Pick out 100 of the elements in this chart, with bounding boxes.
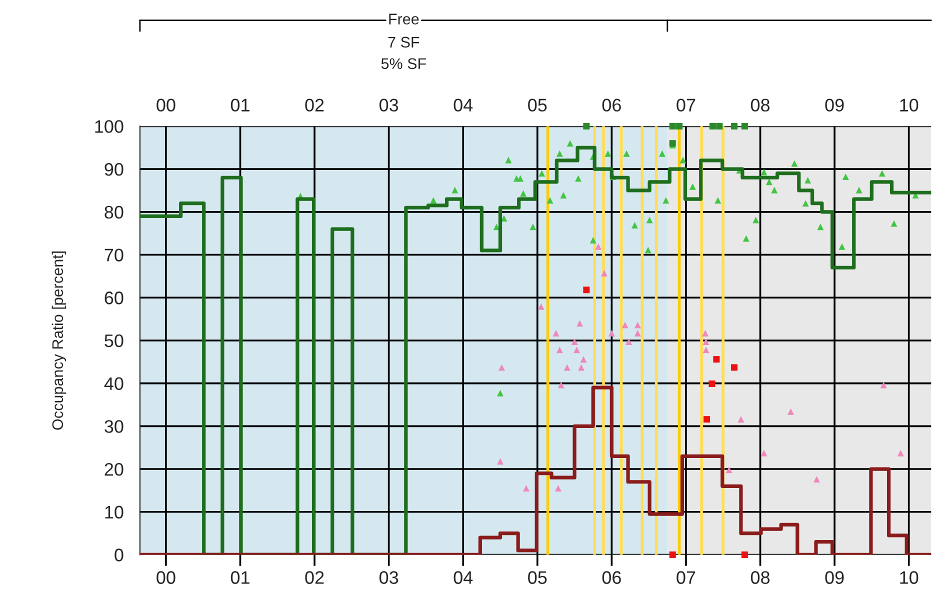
y-tick-label: 30 (104, 420, 124, 433)
x2-tick-label: 08 (750, 571, 770, 584)
x2-tick-label: 04 (454, 571, 473, 584)
point (623, 150, 630, 157)
point (766, 178, 772, 186)
y-tick-label: 100 (95, 120, 124, 133)
point (741, 122, 748, 130)
point (804, 176, 812, 184)
point (838, 243, 846, 250)
point (680, 156, 686, 164)
x-tick-label: 03 (379, 98, 398, 112)
point (817, 224, 824, 230)
point (669, 551, 676, 558)
point (752, 216, 760, 224)
point (731, 122, 738, 130)
point (708, 380, 716, 388)
point (731, 364, 738, 371)
x-tick-label: 05 (528, 98, 547, 112)
point (856, 186, 862, 194)
point (702, 346, 710, 354)
x-tick-label: 04 (454, 98, 473, 112)
x-tick-label: 10 (900, 98, 918, 112)
point (538, 303, 544, 310)
point (608, 330, 615, 336)
x2-tick-label: 09 (825, 571, 844, 584)
point (496, 390, 504, 396)
x2-tick-label: 10 (900, 571, 918, 584)
point (595, 243, 602, 250)
x2-tick-label: 01 (230, 571, 250, 584)
point (702, 330, 709, 336)
point (622, 322, 628, 328)
point (709, 122, 716, 130)
point (689, 183, 696, 190)
point (556, 346, 563, 354)
point (897, 450, 904, 456)
y-tick-label: 50 (104, 334, 124, 348)
point (571, 338, 578, 346)
point (626, 338, 632, 346)
x-tick-label: 01 (230, 98, 250, 112)
x2-tick-label: 03 (379, 571, 398, 584)
point (564, 364, 570, 371)
point (738, 416, 744, 423)
text: 7 SF (388, 36, 420, 48)
point (583, 122, 590, 130)
point (517, 175, 524, 182)
point (520, 190, 527, 197)
point (644, 246, 652, 254)
point (802, 200, 809, 207)
point (558, 382, 564, 388)
point (560, 192, 567, 198)
point (631, 222, 638, 228)
point (658, 150, 666, 157)
point (669, 122, 676, 130)
y-tick-label: 40 (104, 377, 124, 390)
point (760, 168, 768, 176)
x2-tick-label: 06 (602, 571, 621, 584)
x2-tick-label: 05 (528, 571, 547, 584)
point (576, 320, 583, 327)
point (452, 186, 458, 194)
point (714, 197, 722, 204)
point (556, 150, 563, 157)
y-tick-label: 20 (104, 462, 124, 476)
point (590, 236, 596, 244)
point (554, 485, 562, 492)
point (880, 382, 887, 388)
point (574, 346, 580, 354)
point (430, 197, 437, 204)
point (713, 356, 720, 363)
point (604, 150, 612, 157)
point (505, 156, 512, 164)
point (538, 170, 546, 177)
y-tick-label: 60 (104, 292, 124, 304)
point (742, 235, 750, 242)
point (760, 450, 768, 456)
text: Free (389, 14, 419, 24)
point (702, 338, 710, 346)
point (523, 485, 530, 492)
y-tick-label: 0 (114, 548, 124, 562)
point (878, 170, 886, 177)
point (634, 322, 641, 328)
text: 5% SF (381, 58, 426, 70)
x-tick-label: 02 (305, 98, 324, 112)
point (583, 286, 590, 294)
point (496, 458, 504, 465)
y-tick-label: 10 (105, 506, 124, 519)
point (646, 216, 653, 224)
point (530, 224, 536, 230)
point (552, 330, 560, 336)
point (791, 160, 798, 167)
point (578, 364, 584, 371)
y-tick-label: 80 (104, 206, 124, 219)
x-tick-label: 00 (156, 98, 176, 112)
x2-tick-label: 00 (156, 571, 176, 584)
y-axis-title: Occupancy Ratio [percent] (52, 252, 66, 430)
point (842, 174, 849, 180)
x-tick-label: 06 (602, 98, 621, 112)
point (813, 476, 820, 483)
y-tick-label: 70 (104, 248, 124, 262)
point (662, 197, 670, 204)
point (741, 551, 748, 558)
